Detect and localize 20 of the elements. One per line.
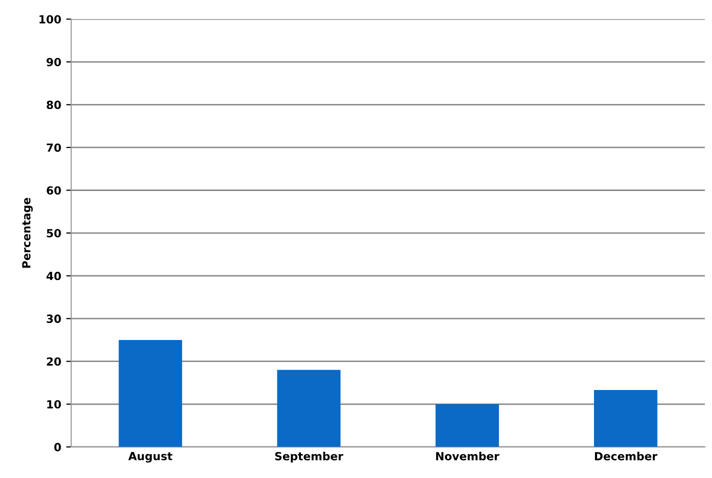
y-tick-label: 70 [46, 143, 61, 152]
y-tick-label: 0 [54, 442, 61, 452]
x-tick-label: August [128, 452, 172, 463]
y-axis-title: Percentage [22, 198, 33, 268]
x-tick-label: September [275, 452, 344, 463]
x-tick-label: December [594, 452, 658, 460]
y-tick-label: 80 [46, 100, 61, 110]
y-tick-label: 50 [46, 229, 61, 238]
x-tick-label: November [436, 452, 500, 460]
y-tick-label: 90 [46, 58, 61, 66]
y-tick-label: 100 [40, 15, 61, 24]
bar [118, 340, 182, 447]
bar [436, 404, 499, 447]
y-tick-label: 40 [46, 272, 61, 280]
y-tick-label: 30 [46, 314, 61, 323]
y-tick-label: 20 [46, 357, 61, 366]
bar [594, 390, 658, 447]
y-tick-label: 10 [47, 400, 61, 409]
bar [277, 370, 341, 447]
y-tick-label: 60 [46, 186, 61, 195]
